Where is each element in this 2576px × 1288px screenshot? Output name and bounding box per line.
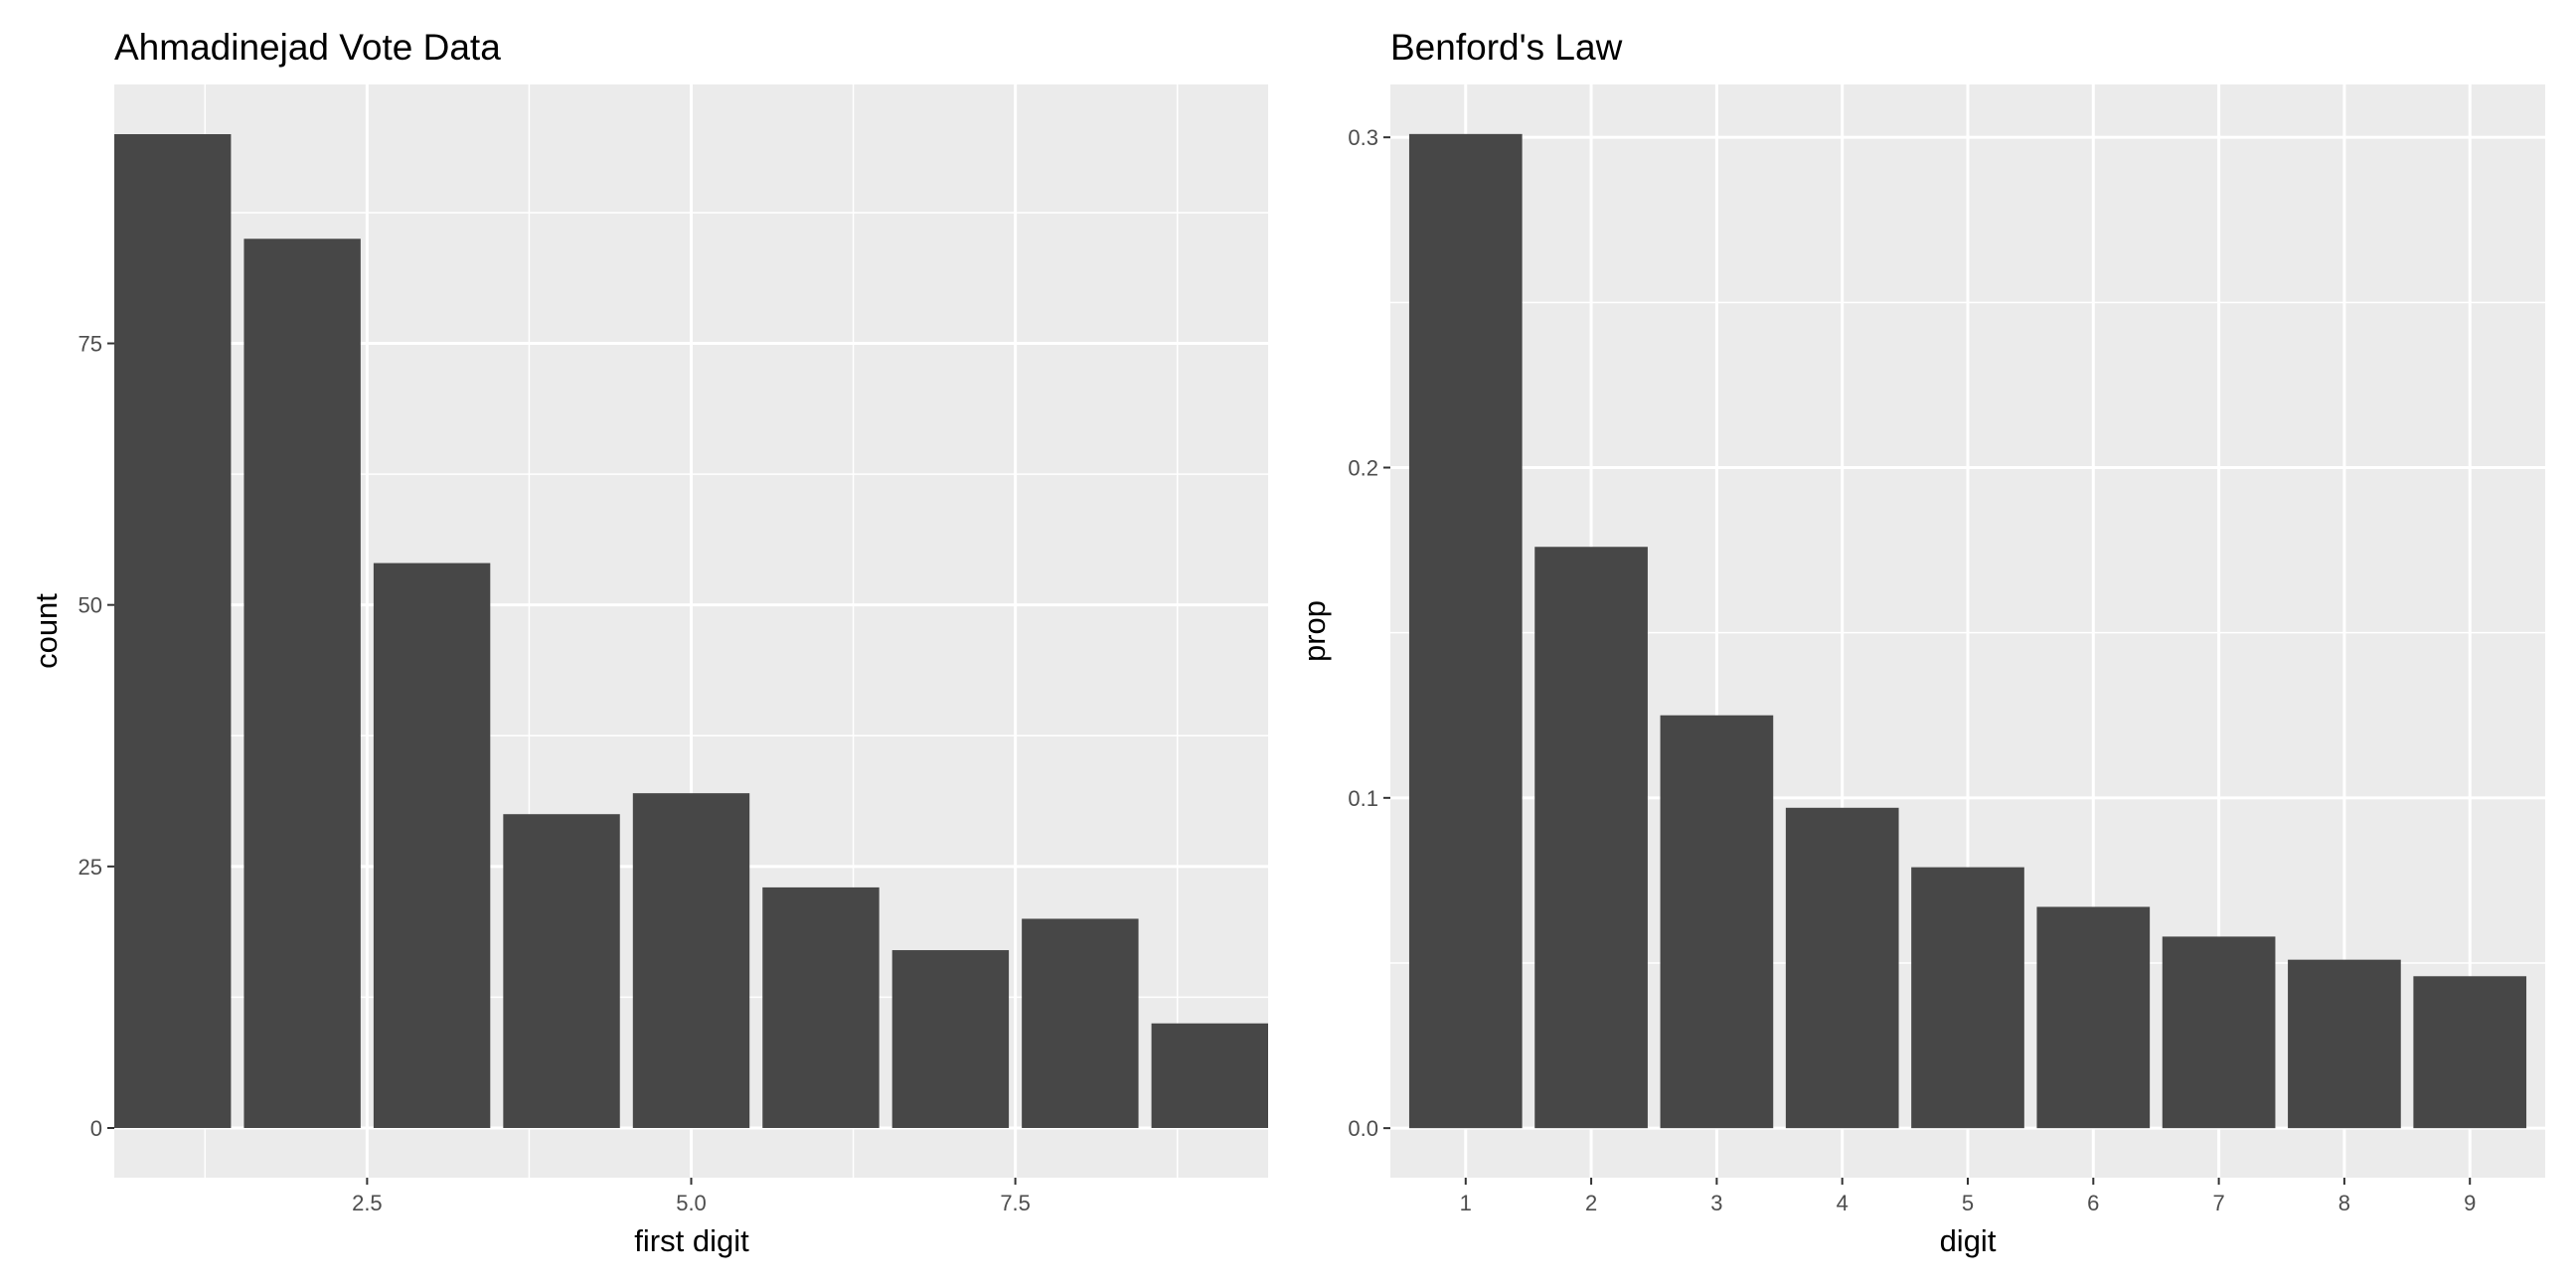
- x-tick-label: 2.5: [352, 1191, 383, 1215]
- x-tick-label: 5: [1962, 1191, 1974, 1215]
- x-tick-label: 3: [1710, 1191, 1722, 1215]
- benford-law-chart: Benford's Law 0.0 0.1 0.2 0.3 1 2 3 4 5 6 7 8 9 digi…: [1297, 27, 2545, 1258]
- x-tick-label: 8: [2338, 1191, 2350, 1215]
- y-tick-label: 75: [79, 332, 102, 357]
- bar: [1022, 918, 1139, 1128]
- bar: [1911, 867, 2024, 1129]
- bar: [2413, 976, 2527, 1129]
- x-tick-label: 5.0: [676, 1191, 707, 1215]
- axis-ticks: 0.0 0.1 0.2 0.3 1 2 3 4 5 6 7 8 9: [1348, 125, 2476, 1215]
- x-tick-label: 6: [2087, 1191, 2099, 1215]
- x-axis-title: digit: [1940, 1223, 1997, 1258]
- bars: [114, 134, 1268, 1128]
- chart-title: Benford's Law: [1390, 27, 1623, 68]
- bar: [2162, 936, 2276, 1129]
- y-tick-label: 0: [90, 1116, 102, 1141]
- bar: [1534, 547, 1648, 1129]
- y-axis-title: count: [29, 593, 64, 669]
- bar: [891, 950, 1010, 1128]
- bar: [1151, 1023, 1268, 1128]
- bar: [1408, 133, 1523, 1129]
- bar: [632, 793, 750, 1128]
- y-axis-title: prop: [1297, 600, 1332, 662]
- bar: [243, 239, 361, 1128]
- bar: [373, 563, 491, 1128]
- bars: [1408, 133, 2527, 1129]
- bar: [2288, 959, 2401, 1129]
- x-axis-title: first digit: [634, 1223, 749, 1258]
- y-tick-label: 0.2: [1348, 455, 1378, 480]
- bar: [503, 814, 620, 1128]
- y-tick-label: 0.1: [1348, 786, 1378, 811]
- y-tick-label: 0.3: [1348, 125, 1378, 150]
- bar: [1660, 715, 1774, 1129]
- y-tick-label: 50: [79, 593, 102, 618]
- bar: [114, 134, 232, 1128]
- x-tick-label: 1: [1460, 1191, 1472, 1215]
- x-tick-label: 7: [2212, 1191, 2224, 1215]
- x-tick-label: 9: [2464, 1191, 2476, 1215]
- bar: [2036, 906, 2151, 1129]
- y-tick-label: 25: [79, 855, 102, 880]
- axis-ticks: 0 25 50 75 2.5 5.0 7.5: [79, 332, 1031, 1215]
- vote-data-chart: Ahmadinejad Vote Data 0 25 50 75 2.5 5.0 7.5 f…: [29, 27, 1268, 1258]
- x-tick-label: 4: [1837, 1191, 1849, 1215]
- bar: [762, 886, 880, 1128]
- chart-title: Ahmadinejad Vote Data: [114, 27, 501, 68]
- x-tick-label: 2: [1585, 1191, 1597, 1215]
- y-tick-label: 0.0: [1348, 1116, 1378, 1141]
- x-tick-label: 7.5: [1000, 1191, 1031, 1215]
- bar: [1785, 807, 1899, 1129]
